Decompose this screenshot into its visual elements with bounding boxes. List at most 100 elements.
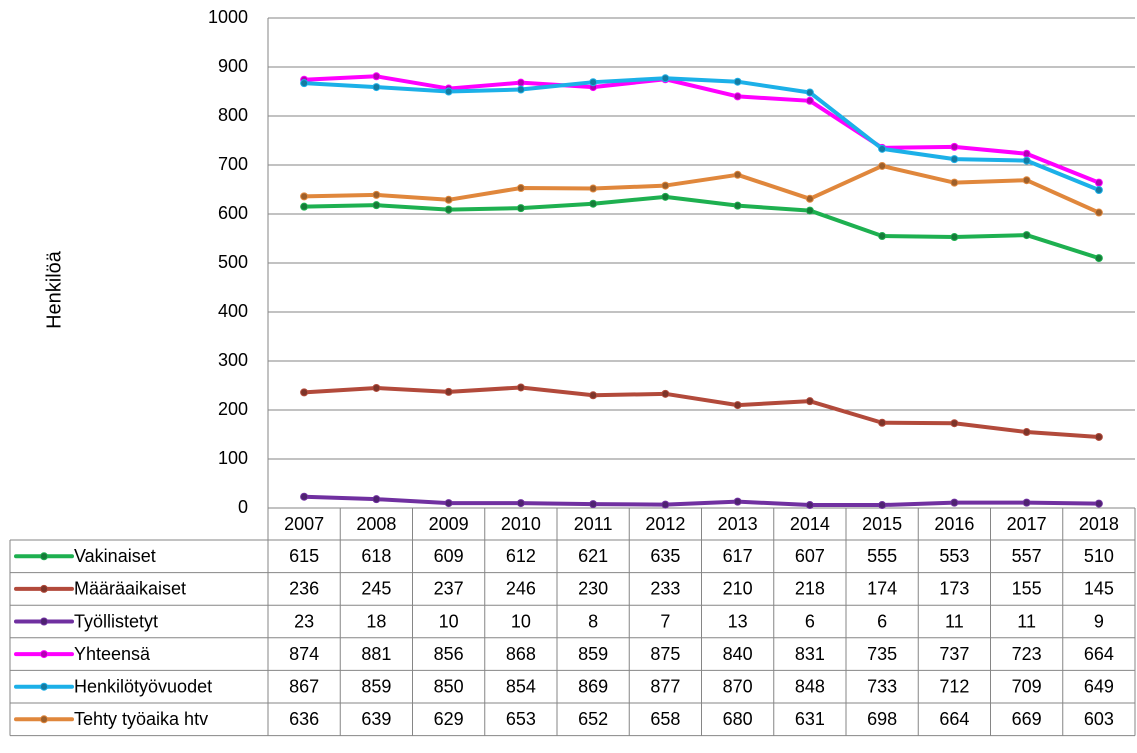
x-tick-label: 2007 bbox=[284, 514, 324, 534]
legend-marker bbox=[40, 584, 48, 593]
table-value: 11 bbox=[1017, 611, 1036, 631]
point bbox=[1022, 231, 1031, 240]
x-tick-label: 2008 bbox=[356, 514, 396, 534]
point bbox=[1094, 208, 1103, 217]
legend-label: Tehty työaika htv bbox=[74, 709, 208, 729]
table-value: 850 bbox=[434, 676, 464, 696]
x-tick-label: 2015 bbox=[862, 514, 902, 534]
point bbox=[1022, 498, 1031, 507]
table-value: 510 bbox=[1084, 546, 1114, 566]
table-value: 236 bbox=[289, 579, 319, 599]
table-value: 615 bbox=[289, 546, 319, 566]
point bbox=[950, 178, 959, 187]
table-value: 859 bbox=[578, 644, 608, 664]
table-value: 173 bbox=[939, 579, 969, 599]
point bbox=[661, 389, 670, 398]
table-value: 621 bbox=[578, 546, 608, 566]
table-value: 664 bbox=[1084, 644, 1114, 664]
table-value: 664 bbox=[939, 709, 969, 729]
point bbox=[878, 161, 887, 170]
table-value: 155 bbox=[1012, 579, 1042, 599]
x-tick-label: 2018 bbox=[1079, 514, 1119, 534]
table-value: 617 bbox=[723, 546, 753, 566]
point bbox=[661, 192, 670, 201]
table-value: 557 bbox=[1012, 546, 1042, 566]
table-value: 631 bbox=[795, 709, 825, 729]
point bbox=[516, 78, 525, 87]
point bbox=[950, 155, 959, 164]
x-tick-label: 2012 bbox=[645, 514, 685, 534]
y-tick-label: 1000 bbox=[208, 7, 248, 27]
point bbox=[516, 499, 525, 508]
point bbox=[661, 181, 670, 190]
y-tick-label: 300 bbox=[218, 350, 248, 370]
point bbox=[516, 184, 525, 193]
table-value: 609 bbox=[434, 546, 464, 566]
table-value: 870 bbox=[723, 676, 753, 696]
table-value: 8 bbox=[588, 611, 598, 631]
x-tick-label: 2010 bbox=[501, 514, 541, 534]
point bbox=[878, 418, 887, 427]
table-value: 13 bbox=[728, 611, 748, 631]
point bbox=[950, 498, 959, 507]
point bbox=[661, 74, 670, 83]
series-line bbox=[302, 494, 1101, 508]
point bbox=[1022, 156, 1031, 165]
legend-marker bbox=[40, 552, 48, 561]
point bbox=[733, 92, 742, 101]
point bbox=[733, 401, 742, 410]
legend-marker bbox=[40, 650, 48, 659]
table-value: 612 bbox=[506, 546, 536, 566]
y-tick-label: 200 bbox=[218, 399, 248, 419]
table-value: 848 bbox=[795, 676, 825, 696]
y-tick-label: 0 bbox=[238, 497, 248, 517]
table-value: 230 bbox=[578, 579, 608, 599]
table-value: 698 bbox=[867, 709, 897, 729]
table-value: 553 bbox=[939, 546, 969, 566]
point bbox=[516, 204, 525, 213]
point bbox=[589, 78, 598, 87]
table-value: 9 bbox=[1094, 611, 1104, 631]
table-value: 709 bbox=[1012, 676, 1042, 696]
table-value: 854 bbox=[506, 676, 536, 696]
y-axis-label: Henkilöä bbox=[43, 250, 65, 329]
point bbox=[1094, 499, 1103, 508]
table-value: 649 bbox=[1084, 676, 1114, 696]
table-value: 639 bbox=[361, 709, 391, 729]
legend-label: Yhteensä bbox=[74, 644, 151, 664]
table-value: 875 bbox=[650, 644, 680, 664]
table-value: 23 bbox=[294, 611, 314, 631]
point bbox=[372, 72, 381, 81]
series-line bbox=[302, 194, 1101, 261]
legend-label: Vakinaiset bbox=[74, 546, 156, 566]
table-value: 840 bbox=[723, 644, 753, 664]
point bbox=[950, 419, 959, 428]
table-value: 874 bbox=[289, 644, 319, 664]
table-value: 877 bbox=[650, 676, 680, 696]
point bbox=[805, 206, 814, 215]
point bbox=[372, 495, 381, 504]
table-value: 636 bbox=[289, 709, 319, 729]
point bbox=[444, 499, 453, 508]
point bbox=[516, 383, 525, 392]
point bbox=[1094, 432, 1103, 441]
table-value: 868 bbox=[506, 644, 536, 664]
x-tick-label: 2011 bbox=[574, 514, 613, 534]
x-tick-label: 2009 bbox=[429, 514, 469, 534]
point bbox=[444, 87, 453, 96]
table-value: 555 bbox=[867, 546, 897, 566]
legend-label: Työllistetyt bbox=[74, 611, 158, 631]
table-value: 607 bbox=[795, 546, 825, 566]
table-value: 174 bbox=[867, 579, 897, 599]
table-value: 733 bbox=[867, 676, 897, 696]
point bbox=[733, 77, 742, 86]
table-value: 246 bbox=[506, 579, 536, 599]
point bbox=[300, 202, 309, 211]
x-tick-label: 2013 bbox=[718, 514, 758, 534]
series-line bbox=[302, 76, 1101, 192]
table-value: 6 bbox=[877, 611, 887, 631]
table-value: 652 bbox=[578, 709, 608, 729]
point bbox=[1022, 149, 1031, 158]
point bbox=[950, 142, 959, 151]
table-value: 245 bbox=[361, 579, 391, 599]
